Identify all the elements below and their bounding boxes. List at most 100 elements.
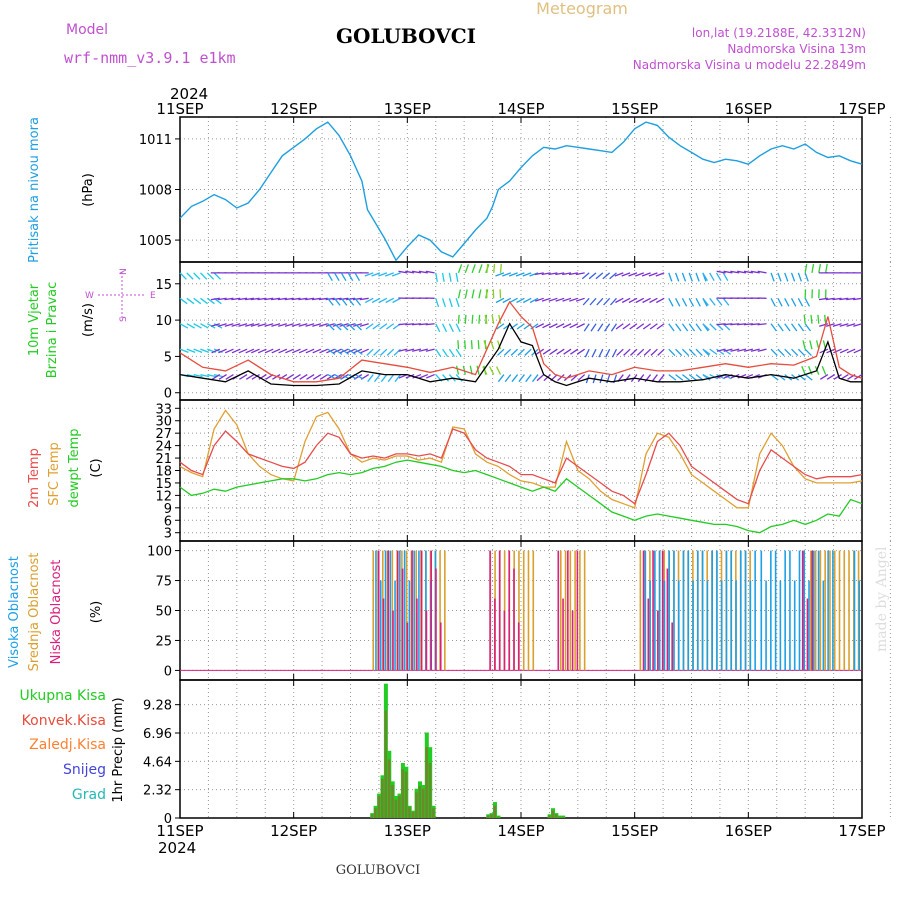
y-tick-label: 9.28 [143, 699, 172, 714]
wind-barb [730, 323, 740, 326]
model-altitude-text: Nadmorska Visina u modelu 22.2849m [633, 58, 866, 72]
wind-barb [353, 323, 363, 327]
wind-barb [354, 272, 361, 282]
wind-barb [386, 348, 395, 356]
wind-barb [490, 340, 495, 350]
wind-barb [716, 323, 726, 326]
wind-barb [485, 289, 488, 299]
wind-barb [394, 374, 402, 383]
wind-barb [207, 373, 217, 378]
wind-barb [441, 272, 445, 282]
wind-barb [347, 323, 356, 331]
wind-barb [298, 297, 308, 301]
wind-barb [575, 272, 585, 276]
wind-barb [504, 374, 512, 383]
wind-barb [541, 272, 551, 276]
wind-barb [637, 374, 645, 383]
wind-barb [757, 270, 767, 274]
wind-barb [326, 374, 335, 380]
wind-barb [695, 298, 701, 307]
wind-barb [688, 374, 697, 381]
wind-unit-label: (m/s) [81, 303, 96, 337]
wind-barb [271, 323, 281, 327]
precip-conv-bar [394, 799, 398, 818]
wind-barb [179, 297, 188, 305]
x-tick-label-top: 17SEP [838, 100, 885, 118]
precip-conv-bar [486, 815, 490, 818]
wind-barb [656, 323, 665, 330]
y-tick-label: 100 [147, 545, 172, 560]
precip-conv-bar [415, 792, 418, 818]
wind-barb [509, 297, 518, 304]
wind-barb [354, 297, 362, 306]
wind-barb [515, 272, 525, 277]
wind-barb [770, 323, 777, 332]
y-tick-label: 5 [164, 350, 172, 365]
wind-barb [193, 348, 203, 354]
wind-barb [743, 323, 753, 326]
wind-barb [757, 348, 767, 352]
wind-barb [556, 348, 565, 355]
wind-barb [378, 297, 388, 304]
wind-barb [562, 297, 572, 302]
wind-barb [312, 323, 322, 327]
dewpoint-line [179, 459, 863, 534]
wind-barb [636, 348, 645, 356]
dewpt-axis-label: dewpt Temp [67, 428, 82, 507]
wind-barb [818, 263, 822, 274]
x-tick-label-top: 12SEP [270, 100, 317, 118]
wind-barb [292, 348, 301, 354]
wind-barb [542, 323, 551, 329]
wind-barb [347, 297, 355, 306]
wind-barb [435, 272, 438, 282]
wind-barb [354, 323, 362, 331]
wind-barb [636, 323, 645, 330]
wind-barb [658, 374, 665, 383]
wind-barb [379, 348, 388, 356]
wind-barb [378, 272, 388, 277]
wind-barb [668, 374, 677, 381]
wind-barb [568, 272, 578, 276]
wind-barb [655, 297, 665, 304]
wind-barb [457, 289, 462, 299]
wind-barb [750, 348, 760, 352]
wind-barb [770, 348, 778, 357]
wind-barb [327, 323, 335, 331]
wind-barb [298, 348, 308, 354]
wind-barb [597, 323, 604, 332]
wind-barb [570, 348, 579, 355]
wind-barb [210, 297, 220, 301]
wind-barb [412, 373, 422, 379]
wind-barb [688, 323, 696, 332]
y-tick-label: 50 [155, 605, 172, 620]
wind-barb [478, 264, 483, 274]
x-tick-label-top: 15SEP [611, 100, 658, 118]
wind-barb [193, 297, 202, 305]
wind-barb [516, 323, 525, 330]
wind-barb [610, 297, 617, 306]
wind-barb [250, 297, 260, 301]
wind-barb [284, 297, 294, 301]
wind-barb [455, 298, 460, 308]
wind-barb [425, 323, 435, 326]
precip-axis-label: 1hr Precip (mm) [111, 697, 126, 802]
pressure-axis-label: Pritisak na nivou mora [27, 117, 42, 263]
wind-barb [622, 323, 631, 330]
wind-barb [418, 270, 428, 274]
wind-barb [649, 323, 658, 330]
wind-barb [588, 272, 597, 280]
wind-barb [503, 348, 512, 356]
wind-barb [757, 323, 767, 326]
wind-barb [455, 374, 463, 382]
wind-barb [319, 374, 329, 380]
wind-barb [339, 323, 349, 327]
wind-barb [784, 298, 790, 307]
wind-barb [455, 272, 459, 282]
precip-conv-bar [496, 816, 500, 818]
wind-barb [457, 340, 460, 350]
year-top: 2024 [170, 85, 208, 103]
wind-barb [716, 270, 726, 274]
wind-barb [442, 374, 450, 382]
